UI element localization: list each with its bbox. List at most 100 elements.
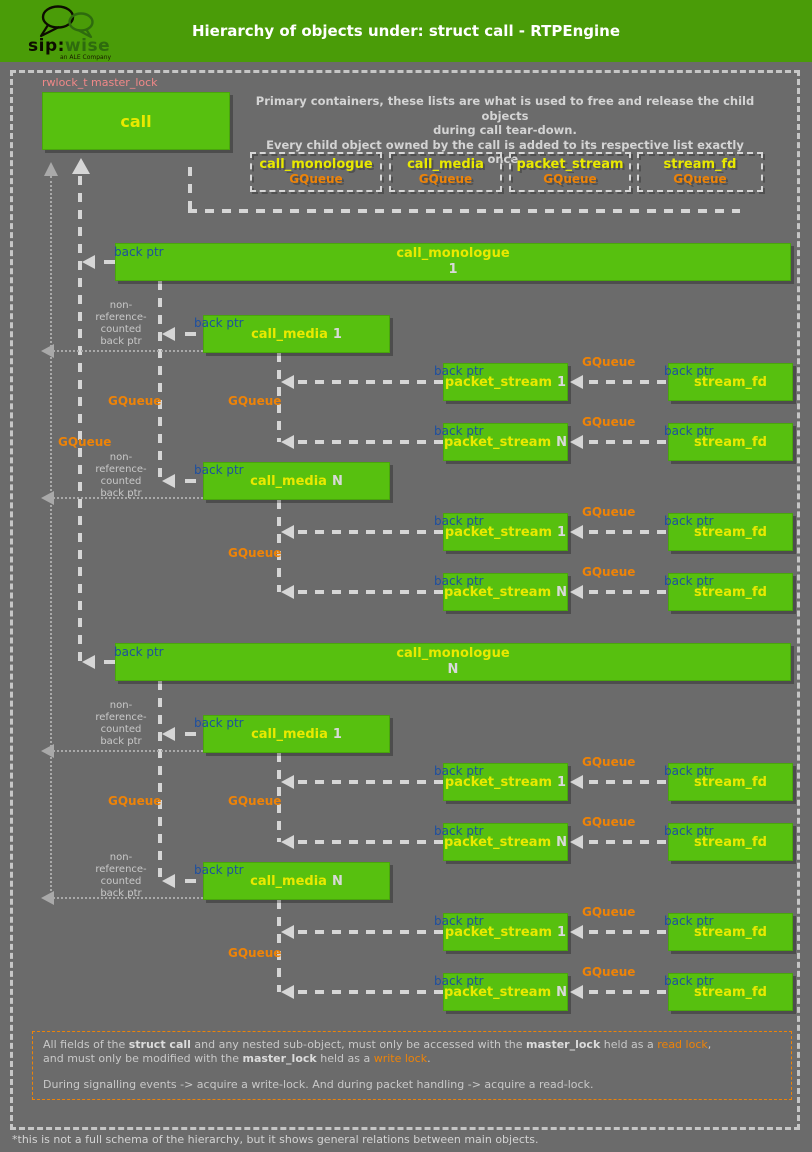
backptr-arrow-line [589, 590, 668, 594]
back-ptr-label: back ptr [434, 424, 484, 438]
backptr-arrow-line [298, 380, 443, 384]
gqueue-label: GQueue [108, 794, 162, 808]
backptr-arrow-line [298, 590, 443, 594]
stream-fd-box: stream_fd [668, 973, 793, 1011]
rwlock-label: rwlock_t master_lock [42, 76, 158, 89]
note-line: during call tear-down. [433, 123, 577, 137]
left-arrowhead [162, 874, 175, 888]
left-arrowhead [281, 985, 294, 999]
back-ptr-label: back ptr [434, 514, 484, 528]
gqueue-label: GQueue [228, 794, 282, 808]
left-arrowhead [82, 655, 95, 669]
backptr-arrow-line [298, 440, 443, 444]
box-title: call_media [251, 726, 328, 742]
backptr-arrow-line [589, 930, 668, 934]
note-line-3: During signalling events -> acquire a wr… [43, 1078, 594, 1091]
left-arrowhead [570, 435, 583, 449]
packet-stream-box: packet_stream 1 [443, 913, 568, 951]
arrow-dash [104, 260, 115, 264]
gqueue-label: GQueue [228, 946, 282, 960]
packet-stream-box: packet_stream 1 [443, 763, 568, 801]
stream-fd-box: stream_fd [668, 913, 793, 951]
packet-stream-box: packet_stream N [443, 573, 568, 611]
gqueue-label: GQueue [58, 435, 112, 449]
left-arrowhead [570, 375, 583, 389]
gqueue-label: GQueue [582, 965, 636, 979]
non-ref-backptr-line [50, 176, 52, 899]
backptr-arrow-line [589, 780, 668, 784]
note-line: Primary containers, these lists are what… [255, 94, 755, 123]
box-title: call_media [251, 326, 328, 342]
container-stream-fd: stream_fd GQueue [637, 152, 763, 192]
arrow-dash [185, 479, 196, 483]
back-ptr-label: back ptr [664, 764, 714, 778]
page-header: sip:wise an ALE Company Hierarchy of obj… [0, 0, 812, 62]
up-arrowhead [72, 158, 90, 174]
stream-queue-line [277, 500, 281, 592]
back-ptr-label: back ptr [114, 645, 164, 659]
non-ref-text: non-reference-counted back ptr [95, 852, 147, 899]
arrow-dash [104, 660, 115, 664]
box-title: call_monologue [396, 246, 510, 261]
back-ptr-label: back ptr [434, 824, 484, 838]
stream-fd-box: stream_fd [668, 363, 793, 401]
left-arrowhead [162, 727, 175, 741]
back-ptr-label: back ptr [194, 316, 244, 330]
back-ptr-label: back ptr [434, 364, 484, 378]
container-call-media: call_media GQueue [389, 152, 502, 192]
stream-queue-line [277, 353, 281, 442]
page-title: Hierarchy of objects under: struct call … [191, 22, 621, 40]
back-ptr-label: back ptr [114, 245, 164, 259]
left-arrowhead [281, 585, 294, 599]
note-line-1: All fields of the struct call and any ne… [43, 1038, 712, 1051]
gqueue-label: GQueue [418, 172, 473, 186]
left-arrowhead [281, 435, 294, 449]
back-ptr-label: back ptr [194, 463, 244, 477]
stream-fd-box: stream_fd [668, 823, 793, 861]
monologue-backptr-line [78, 176, 82, 668]
box-suffix: N [447, 662, 459, 677]
backptr-arrow-line [589, 380, 668, 384]
box-title: call_media [250, 873, 327, 889]
back-ptr-label: back ptr [664, 914, 714, 928]
logo-wordmark: sip:wise [28, 36, 110, 56]
backptr-arrow-line [298, 930, 443, 934]
back-ptr-label: back ptr [664, 364, 714, 378]
left-arrowhead [162, 474, 175, 488]
note-line-2: and must only be modified with the maste… [43, 1051, 431, 1065]
left-arrowhead [41, 891, 54, 905]
back-ptr-label: back ptr [664, 824, 714, 838]
connector-line [188, 167, 192, 212]
back-ptr-label: back ptr [434, 914, 484, 928]
note-line: Every child object owned by the call is … [266, 137, 744, 167]
left-arrowhead [570, 585, 583, 599]
stream-fd-box: stream_fd [668, 573, 793, 611]
non-ref-backptr-line [46, 897, 203, 899]
stream-fd-box: stream_fd [668, 763, 793, 801]
box-suffix: 1 [332, 726, 342, 742]
stream-fd-box: stream_fd [668, 423, 793, 461]
footnote: *this is not a full schema of the hierar… [12, 1133, 539, 1146]
gqueue-label: GQueue [582, 905, 636, 919]
left-arrowhead [281, 835, 294, 849]
gqueue-label: GQueue [582, 415, 636, 429]
arrow-dash [185, 332, 196, 336]
left-arrowhead [281, 925, 294, 939]
gqueue-label: GQueue [582, 815, 636, 829]
logo-sip: sip: [28, 36, 65, 56]
stream-fd-box: stream_fd [668, 513, 793, 551]
logo-tagline: an ALE Company [60, 54, 112, 61]
box-suffix: 1 [448, 262, 458, 277]
left-arrowhead [570, 925, 583, 939]
left-arrowhead [41, 744, 54, 758]
packet-stream-box: packet_stream 1 [443, 363, 568, 401]
container-title: stream_fd [663, 157, 737, 172]
speech-bubbles-icon [39, 5, 94, 38]
box-suffix: 1 [332, 326, 342, 342]
non-ref-backptr-line [46, 750, 203, 752]
non-ref-text: non-reference-counted back ptr [95, 300, 147, 347]
left-arrowhead [41, 491, 54, 505]
back-ptr-label: back ptr [194, 716, 244, 730]
locking-note-box: All fields of the struct call and any ne… [32, 1031, 792, 1100]
